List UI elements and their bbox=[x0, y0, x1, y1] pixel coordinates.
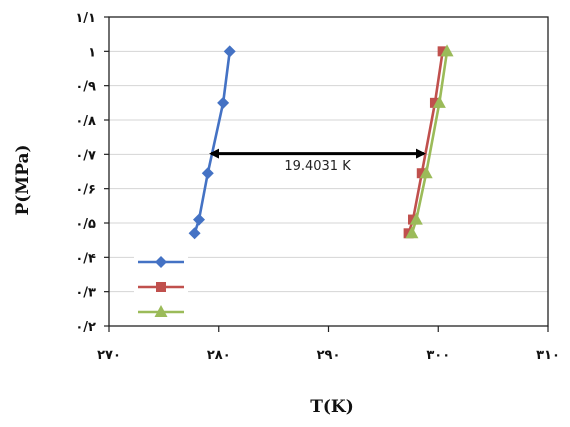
y-tick-label-1: ۰/۳ bbox=[75, 286, 96, 301]
y-tick-label-6: ۰/۸ bbox=[75, 114, 96, 129]
series-1-line bbox=[407, 51, 444, 234]
series-0-point-0 bbox=[188, 227, 201, 240]
annotation-label-0: 19.4031 K bbox=[284, 159, 351, 174]
legend-marker-2 bbox=[154, 305, 168, 317]
y-tick-label-0: ۰/۲ bbox=[75, 320, 96, 335]
y-tick-label-4: ۰/۶ bbox=[75, 183, 96, 198]
y-tick-label-9: ۱/۱ bbox=[75, 11, 96, 26]
x-tick-label-4: ۳۱۰ bbox=[536, 348, 560, 363]
series-2-point-4 bbox=[440, 44, 454, 57]
y-tick-label-2: ۰/۴ bbox=[75, 251, 96, 266]
series-1-point-4 bbox=[437, 46, 448, 57]
legend-marker-1 bbox=[156, 282, 166, 292]
y-tick-label-7: ۰/۹ bbox=[75, 80, 96, 95]
series-0-point-1 bbox=[192, 213, 205, 226]
legend-marker-0 bbox=[155, 256, 167, 268]
x-tick-label-2: ۲۹۰ bbox=[317, 348, 341, 363]
x-tick-label-0: ۲۷۰ bbox=[97, 348, 121, 363]
y-tick-label-5: ۰/۷ bbox=[75, 148, 96, 163]
y-axis-title: P(MPa) bbox=[13, 144, 33, 215]
series-0-point-3 bbox=[217, 96, 230, 109]
series-2-point-1 bbox=[409, 212, 423, 225]
series-0-line bbox=[193, 51, 232, 234]
series-2-line bbox=[410, 51, 449, 234]
y-tick-label-8: ۱ bbox=[88, 45, 96, 60]
series-0-point-4 bbox=[223, 45, 236, 58]
legend bbox=[134, 253, 188, 321]
series-2-point-3 bbox=[432, 95, 446, 108]
x-axis-title: T(K) bbox=[310, 397, 354, 417]
x-tick-label-1: ۲۸۰ bbox=[207, 348, 231, 363]
series-2-point-0 bbox=[405, 226, 419, 239]
y-tick-label-3: ۰/۵ bbox=[75, 217, 96, 232]
series-2-point-2 bbox=[419, 166, 433, 179]
series-0-point-2 bbox=[201, 167, 214, 180]
series-group bbox=[188, 44, 454, 240]
series-1-point-2 bbox=[416, 168, 427, 179]
annotations: 19.4031 K bbox=[209, 148, 426, 174]
series-1-point-3 bbox=[429, 97, 440, 108]
x-tick-label-3: ۳۰۰ bbox=[426, 348, 450, 363]
axes: ۰/۲ ۰/۳ ۰/۴ ۰/۵ ۰/۶ ۰/۷ ۰/۸ ۰/۹ ۱ ۱/۱ ۲۷۰ ۲۸۰ ۲۹۰ ۳۰۰… bbox=[75, 11, 560, 363]
